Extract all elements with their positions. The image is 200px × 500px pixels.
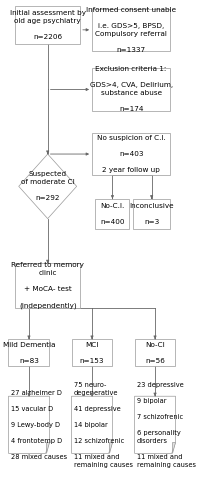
Text: MCI

n=153: MCI n=153 [80,342,104,364]
FancyBboxPatch shape [15,264,80,308]
Polygon shape [109,442,112,454]
Text: 27 alzheimer D

15 vacular D

9 Lewy-body D

4 frontotemp D

28 mixed causes: 27 alzheimer D 15 vacular D 9 Lewy-body … [11,390,67,460]
Text: Referred to memory
clinic

+ MoCA- test

(independently): Referred to memory clinic + MoCA- test (… [11,262,84,309]
Text: Informed consent unable

i.e. GDS>5, BPSD,
Compulsory referral

n=1337: Informed consent unable i.e. GDS>5, BPSD… [86,7,176,53]
Text: Mild Dementia

n=83: Mild Dementia n=83 [3,342,55,364]
FancyBboxPatch shape [15,6,80,44]
FancyBboxPatch shape [72,339,112,366]
FancyBboxPatch shape [92,68,170,110]
Text: No suspicion of C.I.

n=403

2 year follow up: No suspicion of C.I. n=403 2 year follow… [97,135,166,173]
Text: Exclusion criteria 1:

GDS>4, CVA, Delirium,
substance abuse

n=174: Exclusion criteria 1: GDS>4, CVA, Deliri… [90,66,173,112]
FancyBboxPatch shape [8,339,49,366]
Polygon shape [8,396,49,454]
Polygon shape [72,396,112,454]
Polygon shape [172,442,175,454]
Polygon shape [19,154,77,218]
Text: Initial assessment by
old age psychiatry

n=2206: Initial assessment by old age psychiatry… [10,10,86,40]
Text: Suspected
of moderate CI

n=292: Suspected of moderate CI n=292 [21,172,75,202]
FancyBboxPatch shape [133,198,170,228]
Polygon shape [135,396,175,454]
FancyBboxPatch shape [92,133,170,175]
Text: Inconclusive

n=3: Inconclusive n=3 [129,202,174,224]
Text: 23 depressive

9 bipolar

7 schizofrenic

6 personality
disorders

11 mixed and
: 23 depressive 9 bipolar 7 schizofrenic 6… [137,382,196,468]
Text: No-CI

n=56: No-CI n=56 [145,342,165,364]
Text: No-C.I.

n=400: No-C.I. n=400 [100,202,125,224]
Text: 75 neuro-
degenerative

41 depressive

14 bipolar

12 schizofrenic

11 mixed and: 75 neuro- degenerative 41 depressive 14 … [74,382,133,468]
FancyBboxPatch shape [92,8,170,51]
Polygon shape [46,442,49,454]
FancyBboxPatch shape [135,339,175,366]
FancyBboxPatch shape [95,198,129,228]
